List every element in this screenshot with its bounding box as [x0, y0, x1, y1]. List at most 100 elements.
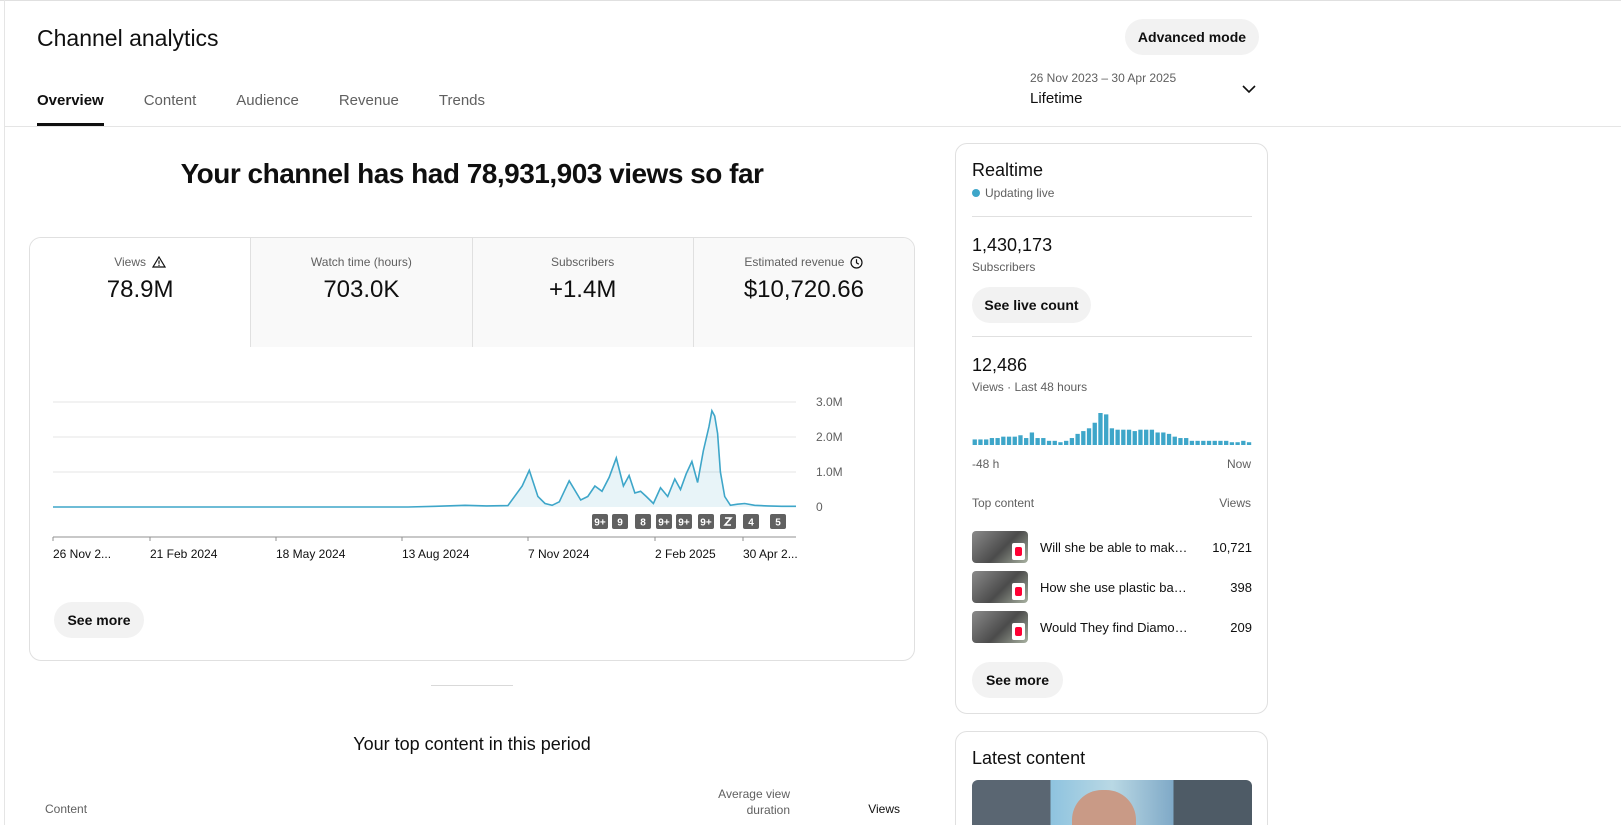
tab-trends[interactable]: Trends: [438, 92, 486, 109]
realtime-bar: [1166, 433, 1172, 445]
tab-revenue[interactable]: Revenue: [338, 92, 399, 109]
latest-video-thumbnail[interactable]: [972, 780, 1252, 825]
latest-content-card: Latest content: [955, 731, 1268, 825]
column-header-content[interactable]: Content: [45, 802, 88, 816]
views-area: [53, 410, 796, 507]
marker-label: 5: [775, 518, 781, 529]
realtime-bar: [1155, 432, 1160, 445]
metric-views[interactable]: Views 78.9M: [30, 238, 251, 347]
realtime-bar: [1246, 442, 1252, 445]
chevron-down-icon: [1242, 85, 1256, 94]
realtime-bar: [1098, 413, 1103, 445]
video-title: How she use plastic bag to...: [1040, 579, 1190, 595]
tab-bar: Overview Content Audience Revenue Trends: [37, 92, 485, 126]
x-tick-label: 7 Nov 2024: [528, 547, 590, 561]
x-tick-label: 18 May 2024: [276, 547, 346, 561]
realtime-bar: [1212, 440, 1217, 445]
views-48h-label: Views · Last 48 hours: [972, 380, 1088, 394]
realtime-bar: [1075, 433, 1080, 445]
realtime-bar: [1058, 442, 1063, 445]
column-header-views[interactable]: Views: [868, 802, 900, 816]
content-marker: [720, 514, 736, 529]
video-thumbnail: [972, 531, 1028, 563]
advanced-mode-button[interactable]: Advanced mode: [1125, 19, 1259, 55]
realtime-bar: [984, 439, 989, 445]
views-chart: 3.0M 2.0M 1.0M 0 9+ 9 8 9+ 9+ 9+ 4 5 26 Nov 2... 21 F…: [52, 395, 843, 561]
realtime-bar: [1064, 440, 1069, 445]
realtime-bar: [1178, 438, 1183, 445]
marker-label: 9+: [700, 518, 712, 529]
views-48h-count: 12,486: [972, 355, 1028, 375]
date-range-selector[interactable]: 26 Nov 2023 – 30 Apr 2025 Lifetime: [1030, 71, 1256, 111]
column-header-avg-duration[interactable]: Average view duration: [718, 787, 790, 817]
marker-label: 9+: [678, 518, 690, 529]
latest-content-title: Latest content: [972, 748, 1086, 768]
tabs-divider: [4, 126, 1621, 127]
realtime-bar: [1206, 440, 1212, 445]
video-thumbnail: [972, 611, 1028, 643]
shorts-icon: [1012, 623, 1025, 640]
views-headline: Your channel has had 78,931,903 views so…: [180, 158, 764, 189]
realtime-bar: [1235, 442, 1240, 445]
metric-label: Views: [114, 255, 147, 269]
see-live-count-button[interactable]: See live count: [972, 287, 1091, 323]
see-more-button[interactable]: See more: [972, 662, 1063, 698]
video-views: 10,721: [1212, 539, 1252, 555]
date-range-dates: 26 Nov 2023 – 30 Apr 2025: [1030, 71, 1177, 85]
date-range-label: Lifetime: [1030, 90, 1083, 107]
marker-label: 9+: [594, 518, 606, 529]
shorts-icon: [1012, 543, 1025, 560]
realtime-bar: [1052, 440, 1057, 445]
section-divider: [431, 685, 513, 686]
content-marker: 5: [770, 514, 786, 529]
content-marker: 9+: [592, 514, 608, 529]
realtime-card: Realtime Updating live 1,430,173 Subscri…: [955, 143, 1268, 714]
realtime-bar: [1086, 428, 1092, 445]
realtime-bar: [1109, 428, 1115, 445]
tab-overview[interactable]: Overview: [37, 92, 104, 126]
x-tick-label: 30 Apr 2...: [743, 547, 798, 561]
content-marker: 8: [635, 514, 651, 529]
realtime-bar: [1029, 432, 1035, 445]
metric-value: 703.0K: [323, 276, 400, 303]
metric-label: Estimated revenue: [744, 255, 845, 269]
marker-label: 9: [617, 518, 623, 529]
y-tick-label: 1.0M: [816, 465, 843, 479]
see-more-button[interactable]: See more: [54, 602, 144, 638]
realtime-bar: [1104, 414, 1109, 445]
realtime-bar: [1218, 440, 1223, 445]
realtime-bar: [989, 438, 995, 445]
realtime-bar-chart: [972, 413, 1252, 445]
divider: [972, 216, 1252, 217]
realtime-bar: [1224, 440, 1229, 445]
top-content-item[interactable]: Will she be able to make... 10,721: [972, 531, 1252, 563]
realtime-bar: [1138, 429, 1143, 445]
tab-content[interactable]: Content: [143, 92, 197, 109]
realtime-bar: [995, 438, 1000, 445]
top-content-item[interactable]: Would They find Diamonds ... 209: [972, 611, 1252, 643]
metric-revenue[interactable]: Estimated revenue $10,720.66: [692, 238, 914, 347]
warning-icon: [152, 256, 167, 268]
top-content-item[interactable]: How she use plastic bag to... 398: [972, 571, 1252, 603]
realtime-bar: [1035, 438, 1040, 445]
shorts-icon: [723, 517, 733, 526]
video-views: 209: [1230, 619, 1252, 635]
clock-icon: [850, 255, 864, 269]
realtime-bar: [1024, 438, 1029, 445]
realtime-title: Realtime: [972, 160, 1044, 180]
realtime-bar: [1126, 429, 1132, 445]
views-column-label: Views: [1219, 496, 1251, 510]
page-title: Channel analytics: [37, 25, 219, 51]
axis-start-label: -48 h: [972, 457, 1000, 471]
realtime-bar: [1241, 440, 1246, 445]
realtime-bar: [1121, 429, 1126, 445]
marker-label: 4: [748, 518, 754, 529]
tab-audience[interactable]: Audience: [236, 92, 299, 109]
metric-label: Watch time (hours): [310, 255, 412, 269]
realtime-bar: [1172, 436, 1177, 445]
x-tick-label: 21 Feb 2024: [150, 547, 218, 561]
metric-label: Subscribers: [550, 255, 615, 269]
realtime-bar: [1229, 442, 1235, 445]
metric-subscribers[interactable]: Subscribers +1.4M: [471, 238, 693, 347]
metric-watch-time[interactable]: Watch time (hours) 703.0K: [250, 238, 472, 347]
